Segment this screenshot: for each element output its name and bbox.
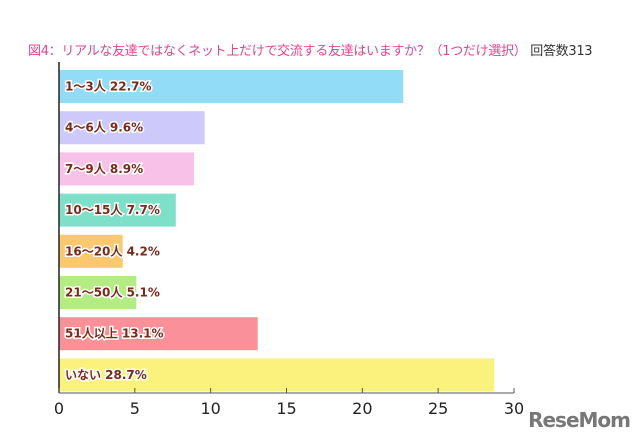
x-tick-label-30: 30 <box>504 399 524 418</box>
bar-1 <box>59 70 404 103</box>
x-tick-label-25: 25 <box>428 399 448 418</box>
bar-4 <box>59 193 176 227</box>
x-tick-label-10: 10 <box>200 399 220 418</box>
x-tick-label-15: 15 <box>276 399 296 418</box>
chart-title: 図4：リアルな友達ではなくネット上だけで交流する友達はいますか？（1つだけ選択）… <box>28 40 593 59</box>
bar-7 <box>59 317 258 351</box>
x-tick-label-5: 5 <box>130 399 140 418</box>
respondents-count: 回答数313 <box>530 44 593 59</box>
bar-6 <box>59 276 137 309</box>
x-tick-label-0: 0 <box>54 399 64 418</box>
bar-label-7: 51人以上 13.1% <box>65 326 164 341</box>
bar-label-2: 4〜6人 9.6% <box>65 120 143 135</box>
bar-label-6: 21〜50人 5.1% <box>65 285 160 300</box>
bar-label-4: 10〜15人 7.7% <box>65 202 160 217</box>
bar-label-1: 1〜3人 22.7% <box>65 79 152 94</box>
bar-8 <box>59 358 495 392</box>
x-tick-label-20: 20 <box>352 399 372 418</box>
title-text: 図4：リアルな友達ではなくネット上だけで交流する友達はいますか？（1つだけ選択） <box>28 44 527 59</box>
bar-5 <box>59 234 123 268</box>
bar-3 <box>59 152 194 186</box>
resemom-logo: ReseMom <box>528 408 631 432</box>
bar-label-5: 16〜20人 4.2% <box>65 243 160 258</box>
bar-label-3: 7〜9人 8.9% <box>65 161 143 176</box>
bar-label-8: いない 28.7% <box>65 368 147 382</box>
bar-2 <box>59 111 205 145</box>
